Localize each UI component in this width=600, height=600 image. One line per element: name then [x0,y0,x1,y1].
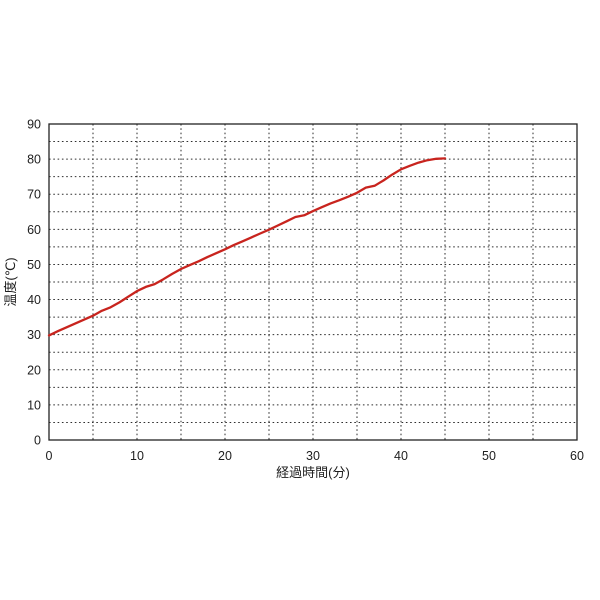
y-axis-tick-labels: 0 10 20 30 40 50 60 70 80 90 [27,118,41,448]
temperature-line [47,157,447,337]
x-tick-label: 0 [46,449,53,463]
x-tick-label: 60 [570,449,584,463]
y-tick-label: 0 [34,434,41,448]
temperature-series-line [47,157,447,337]
y-tick-label: 10 [27,398,41,412]
x-tick-label: 10 [130,449,144,463]
plot-border-rect [48,123,578,441]
y-axis-title: 温度(℃) [3,257,18,306]
x-tick-label: 30 [306,449,320,463]
plot-border [48,123,578,441]
y-tick-label: 80 [27,153,41,167]
y-tick-label: 90 [27,118,41,132]
y-tick-label: 50 [27,258,41,272]
y-tick-label: 20 [27,363,41,377]
y-tick-label: 30 [27,328,41,342]
y-tick-label: 40 [27,293,41,307]
y-tick-label: 70 [27,188,41,202]
x-tick-label: 50 [482,449,496,463]
x-tick-label: 40 [394,449,408,463]
x-tick-label: 20 [218,449,232,463]
y-tick-label: 60 [27,223,41,237]
gridlines [49,124,577,440]
x-axis-tick-labels: 0 10 20 30 40 50 60 [46,449,584,463]
x-axis-title: 経過時間(分) [276,465,350,480]
